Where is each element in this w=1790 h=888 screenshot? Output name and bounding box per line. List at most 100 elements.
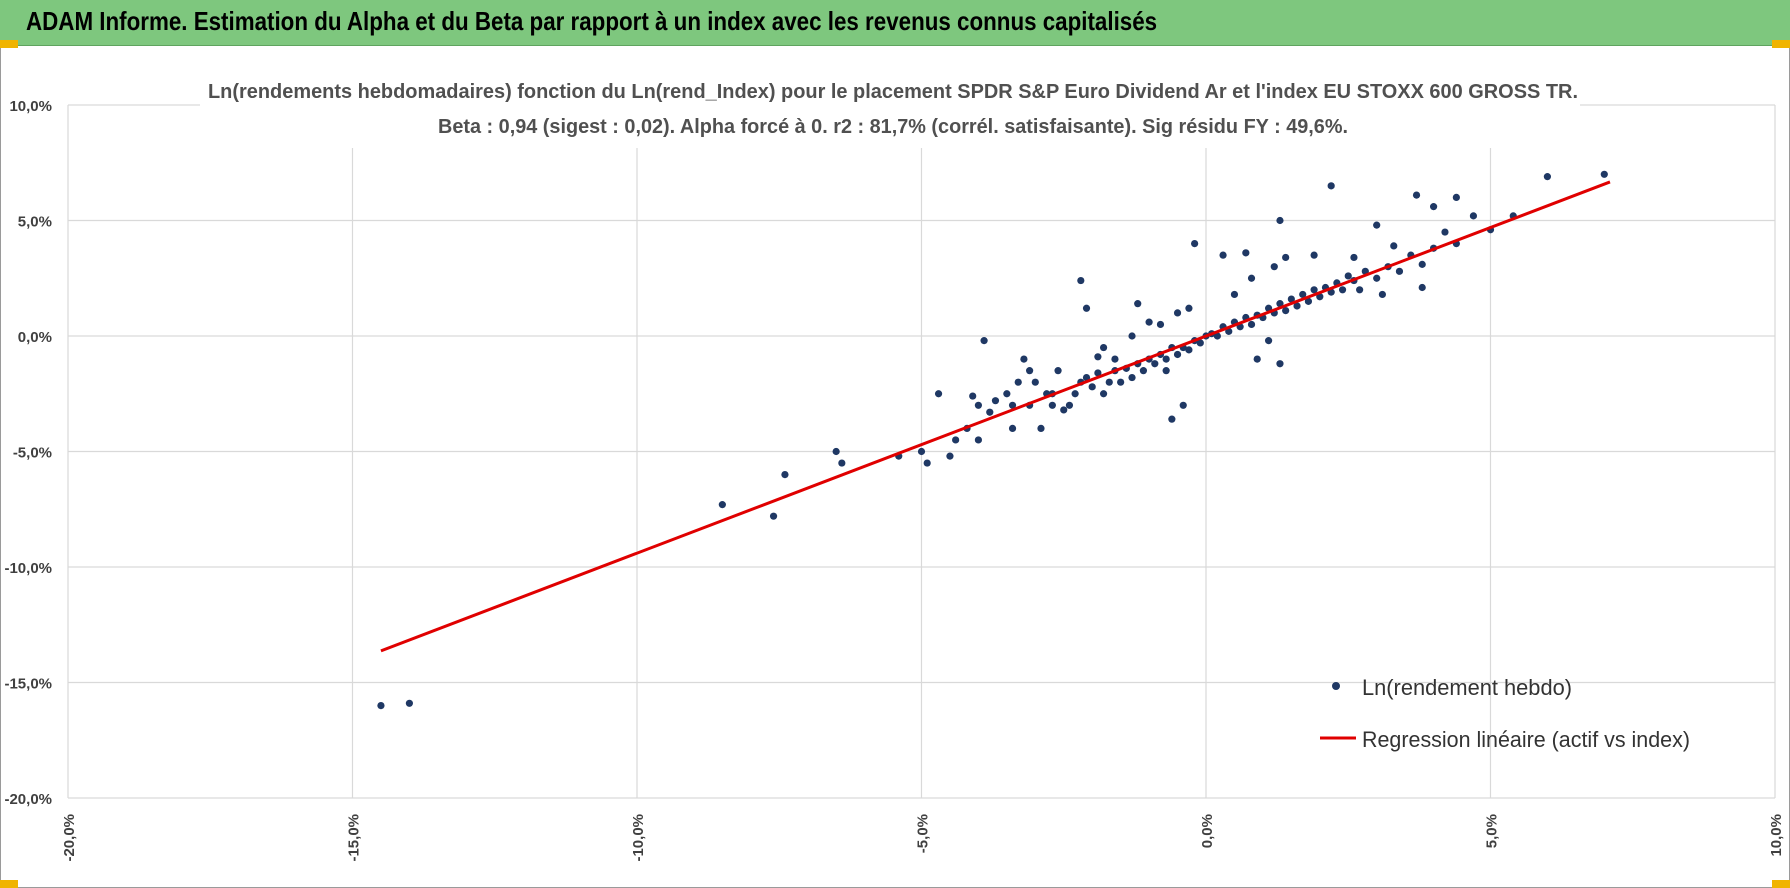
y-tick-label-2: 0,0% <box>18 329 52 346</box>
data-point <box>1008 401 1017 409</box>
data-point <box>1008 424 1017 432</box>
data-point <box>1185 304 1193 312</box>
data-point <box>1543 173 1551 181</box>
data-point <box>1162 367 1170 375</box>
chart-title: Ln(rendements hebdomadaires) fonction du… <box>200 68 1580 148</box>
data-point <box>1338 286 1347 294</box>
data-point <box>1247 320 1256 329</box>
legend-label-points: Ln(rendement hebdo) <box>1362 675 1572 700</box>
data-point <box>1373 221 1381 229</box>
data-point <box>1310 286 1318 294</box>
data-point <box>1048 401 1056 409</box>
data-point <box>1418 283 1426 292</box>
data-point <box>1134 300 1142 308</box>
data-point <box>1395 267 1404 275</box>
data-point <box>1031 378 1039 386</box>
data-point <box>1003 390 1011 398</box>
data-point <box>1247 274 1256 282</box>
data-point <box>923 459 931 467</box>
data-point <box>1276 216 1284 225</box>
chart-title-line-2: Beta : 0,94 (sigest : 0,02). Alpha forcé… <box>438 116 1348 138</box>
data-points <box>377 170 1608 710</box>
data-point <box>1065 401 1074 409</box>
data-point <box>1304 297 1313 305</box>
data-point <box>952 436 960 444</box>
data-point <box>1253 355 1261 363</box>
data-point <box>934 390 943 398</box>
data-point <box>1390 242 1398 250</box>
data-point <box>1282 306 1290 315</box>
data-point <box>1094 353 1102 361</box>
data-point <box>1139 367 1148 375</box>
data-point <box>1230 290 1239 299</box>
y-tick-label-6: -20,0% <box>4 791 52 808</box>
data-point <box>1219 251 1227 259</box>
data-point <box>1173 309 1182 317</box>
data-point <box>1060 406 1068 414</box>
y-tick-label-5: -15,0% <box>4 676 52 693</box>
data-point <box>1344 272 1352 280</box>
corner-marker-top-left <box>0 40 18 48</box>
data-point <box>1350 253 1358 262</box>
x-tick-label-5: 5,0% <box>1484 814 1501 848</box>
x-tick-label-0: -20,0% <box>61 814 78 862</box>
x-tick-label-3: -5,0% <box>915 814 932 853</box>
data-point <box>781 471 789 479</box>
x-axis-ticks: -20,0% -15,0% -10,0% -5,0% 0,0% 5,0% 10,0% <box>61 814 1785 862</box>
data-point <box>1054 367 1062 375</box>
data-point <box>1196 339 1204 347</box>
data-point <box>1151 360 1159 368</box>
data-point <box>1282 253 1290 262</box>
data-point <box>946 452 954 460</box>
data-point <box>1191 240 1199 248</box>
data-point <box>1441 228 1449 236</box>
data-point <box>1276 360 1284 368</box>
y-tick-label-0: 10,0% <box>9 98 52 115</box>
data-point <box>1469 212 1478 220</box>
report-header: ADAM Informe. Estimation du Alpha et du … <box>0 0 1790 46</box>
data-point <box>1020 355 1028 363</box>
corner-marker-bottom-left <box>0 880 18 888</box>
data-point <box>1117 378 1125 386</box>
y-tick-label-3: -5,0% <box>13 445 52 462</box>
data-point <box>1452 193 1460 201</box>
data-point <box>1099 390 1108 398</box>
data-point <box>1293 302 1301 310</box>
data-point <box>1088 383 1096 391</box>
y-axis-ticks: 10,0% 5,0% 0,0% -5,0% -10,0% -15,0% -20,0% <box>4 98 52 808</box>
data-point <box>1264 337 1273 345</box>
data-point <box>1128 332 1136 340</box>
legend-label-regression: Regression linéaire (actif vs index) <box>1362 727 1690 752</box>
data-point <box>969 392 977 400</box>
data-point <box>1037 424 1045 432</box>
regression-layer <box>380 180 1611 653</box>
data-point <box>1430 203 1438 211</box>
x-tick-label-4: 0,0% <box>1199 814 1216 848</box>
data-point <box>1071 390 1079 398</box>
data-point <box>1077 276 1085 285</box>
data-point <box>1356 286 1364 294</box>
data-point <box>1418 260 1426 268</box>
data-point <box>1173 350 1182 359</box>
regression-line <box>380 180 1611 653</box>
data-point <box>1299 290 1307 299</box>
y-tick-label-1: 5,0% <box>18 214 52 231</box>
data-point <box>986 408 994 416</box>
legend: Ln(rendement hebdo) Regression linéaire … <box>1320 675 1690 752</box>
x-tick-label-2: -10,0% <box>630 814 647 862</box>
data-point <box>1378 290 1386 299</box>
data-point <box>1156 320 1165 329</box>
data-point <box>838 459 846 467</box>
data-point <box>1082 304 1091 312</box>
report-title: ADAM Informe. Estimation du Alpha et du … <box>26 6 1158 36</box>
data-point <box>1373 274 1381 282</box>
data-point <box>1145 318 1153 326</box>
data-point <box>980 337 988 345</box>
data-point <box>1179 401 1187 409</box>
data-point <box>405 699 413 707</box>
chart-title-line-1: Ln(rendements hebdomadaires) fonction du… <box>208 81 1578 103</box>
corner-marker-bottom-right <box>1772 880 1790 888</box>
x-tick-label-6: 10,0% <box>1768 814 1785 857</box>
data-point <box>1099 343 1108 352</box>
data-point <box>1014 378 1022 386</box>
